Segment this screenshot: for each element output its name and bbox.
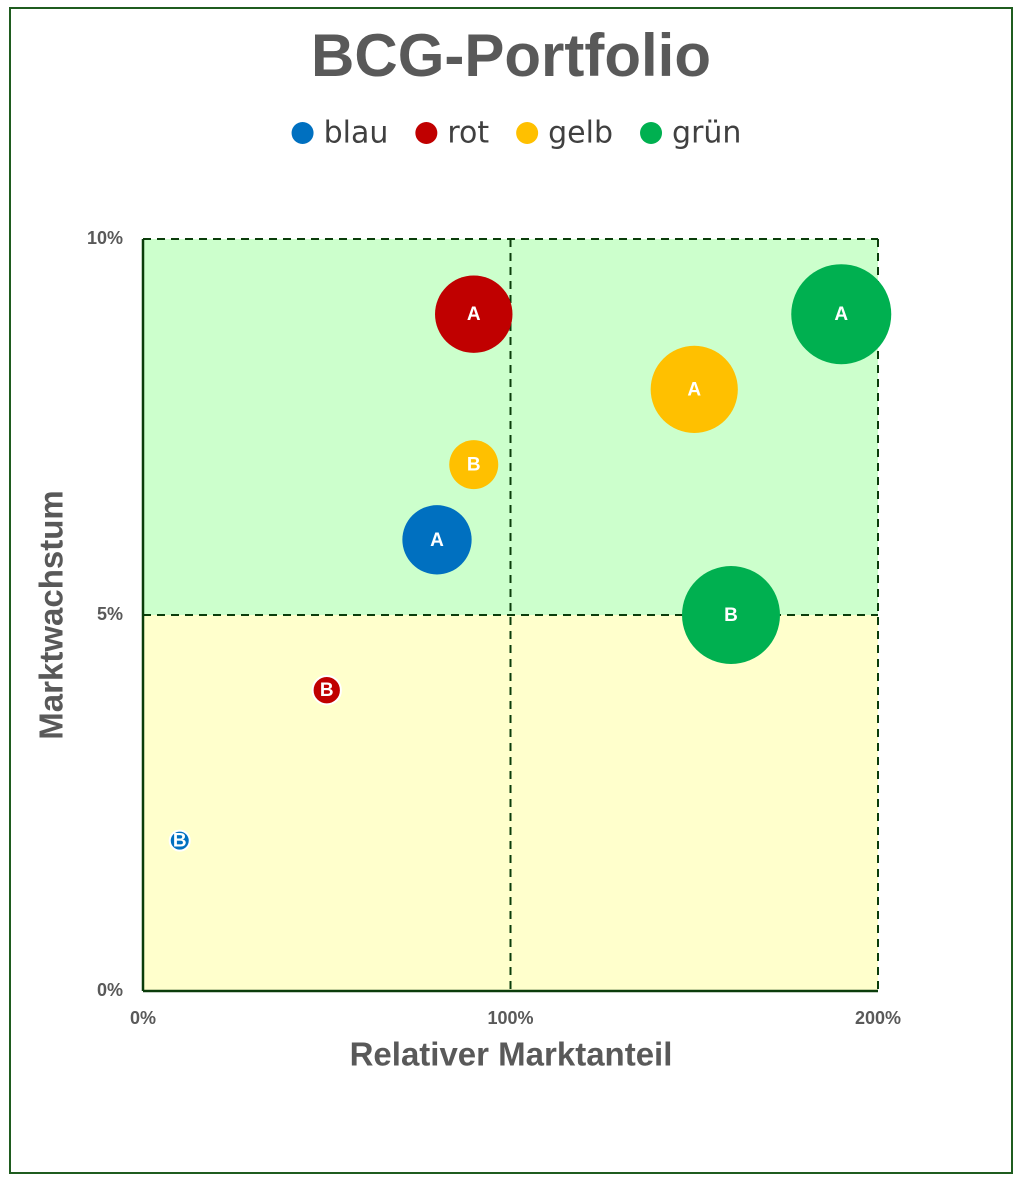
bubble-label: A	[834, 304, 848, 325]
bubble-label: A	[467, 304, 481, 325]
y-tick-label: 5%	[97, 604, 123, 624]
y-tick-label: 0%	[97, 980, 123, 1000]
legend-label: grün	[672, 116, 741, 151]
x-tick-label: 0%	[130, 1008, 156, 1028]
bubble	[682, 566, 780, 664]
legend-marker	[291, 122, 314, 144]
plot: A B A B A B A B	[168, 264, 892, 852]
legend-marker	[640, 122, 663, 144]
legend-item: grün	[640, 116, 741, 151]
legend-marker	[516, 122, 539, 144]
y-axis-title: Marktwachstum	[33, 490, 70, 739]
bubble-label: B	[467, 455, 481, 476]
bubble	[168, 829, 191, 852]
bubble	[402, 505, 472, 575]
bubble-label: A	[687, 379, 701, 400]
x-tick-label: 100%	[487, 1008, 533, 1028]
bubble	[311, 675, 342, 706]
legend-marker	[415, 122, 438, 144]
bubble-label: B	[173, 831, 187, 852]
grid: 0% 100% 200% 0% 5% 10%	[87, 228, 901, 1028]
bubble	[449, 440, 499, 490]
bubble-label: B	[320, 680, 334, 701]
bubble	[791, 264, 892, 365]
y-tick-label: 10%	[87, 228, 123, 248]
legend-label: blau	[324, 116, 389, 151]
bubble	[435, 275, 513, 353]
legend-label: gelb	[548, 116, 613, 151]
legend-label: rot	[447, 116, 489, 151]
x-axis-title: Relativer Marktanteil	[350, 1036, 673, 1073]
legend-item: blau	[291, 116, 389, 151]
legend: blau rot gelb grün	[291, 116, 741, 151]
bubble	[650, 345, 738, 433]
legend-item: rot	[415, 116, 489, 151]
chart-title: BCG-Portfolio	[311, 22, 711, 89]
x-tick-label: 200%	[855, 1008, 901, 1028]
bubble-label: A	[430, 530, 444, 551]
bubble-label: B	[724, 605, 738, 626]
legend-item: gelb	[516, 116, 613, 151]
